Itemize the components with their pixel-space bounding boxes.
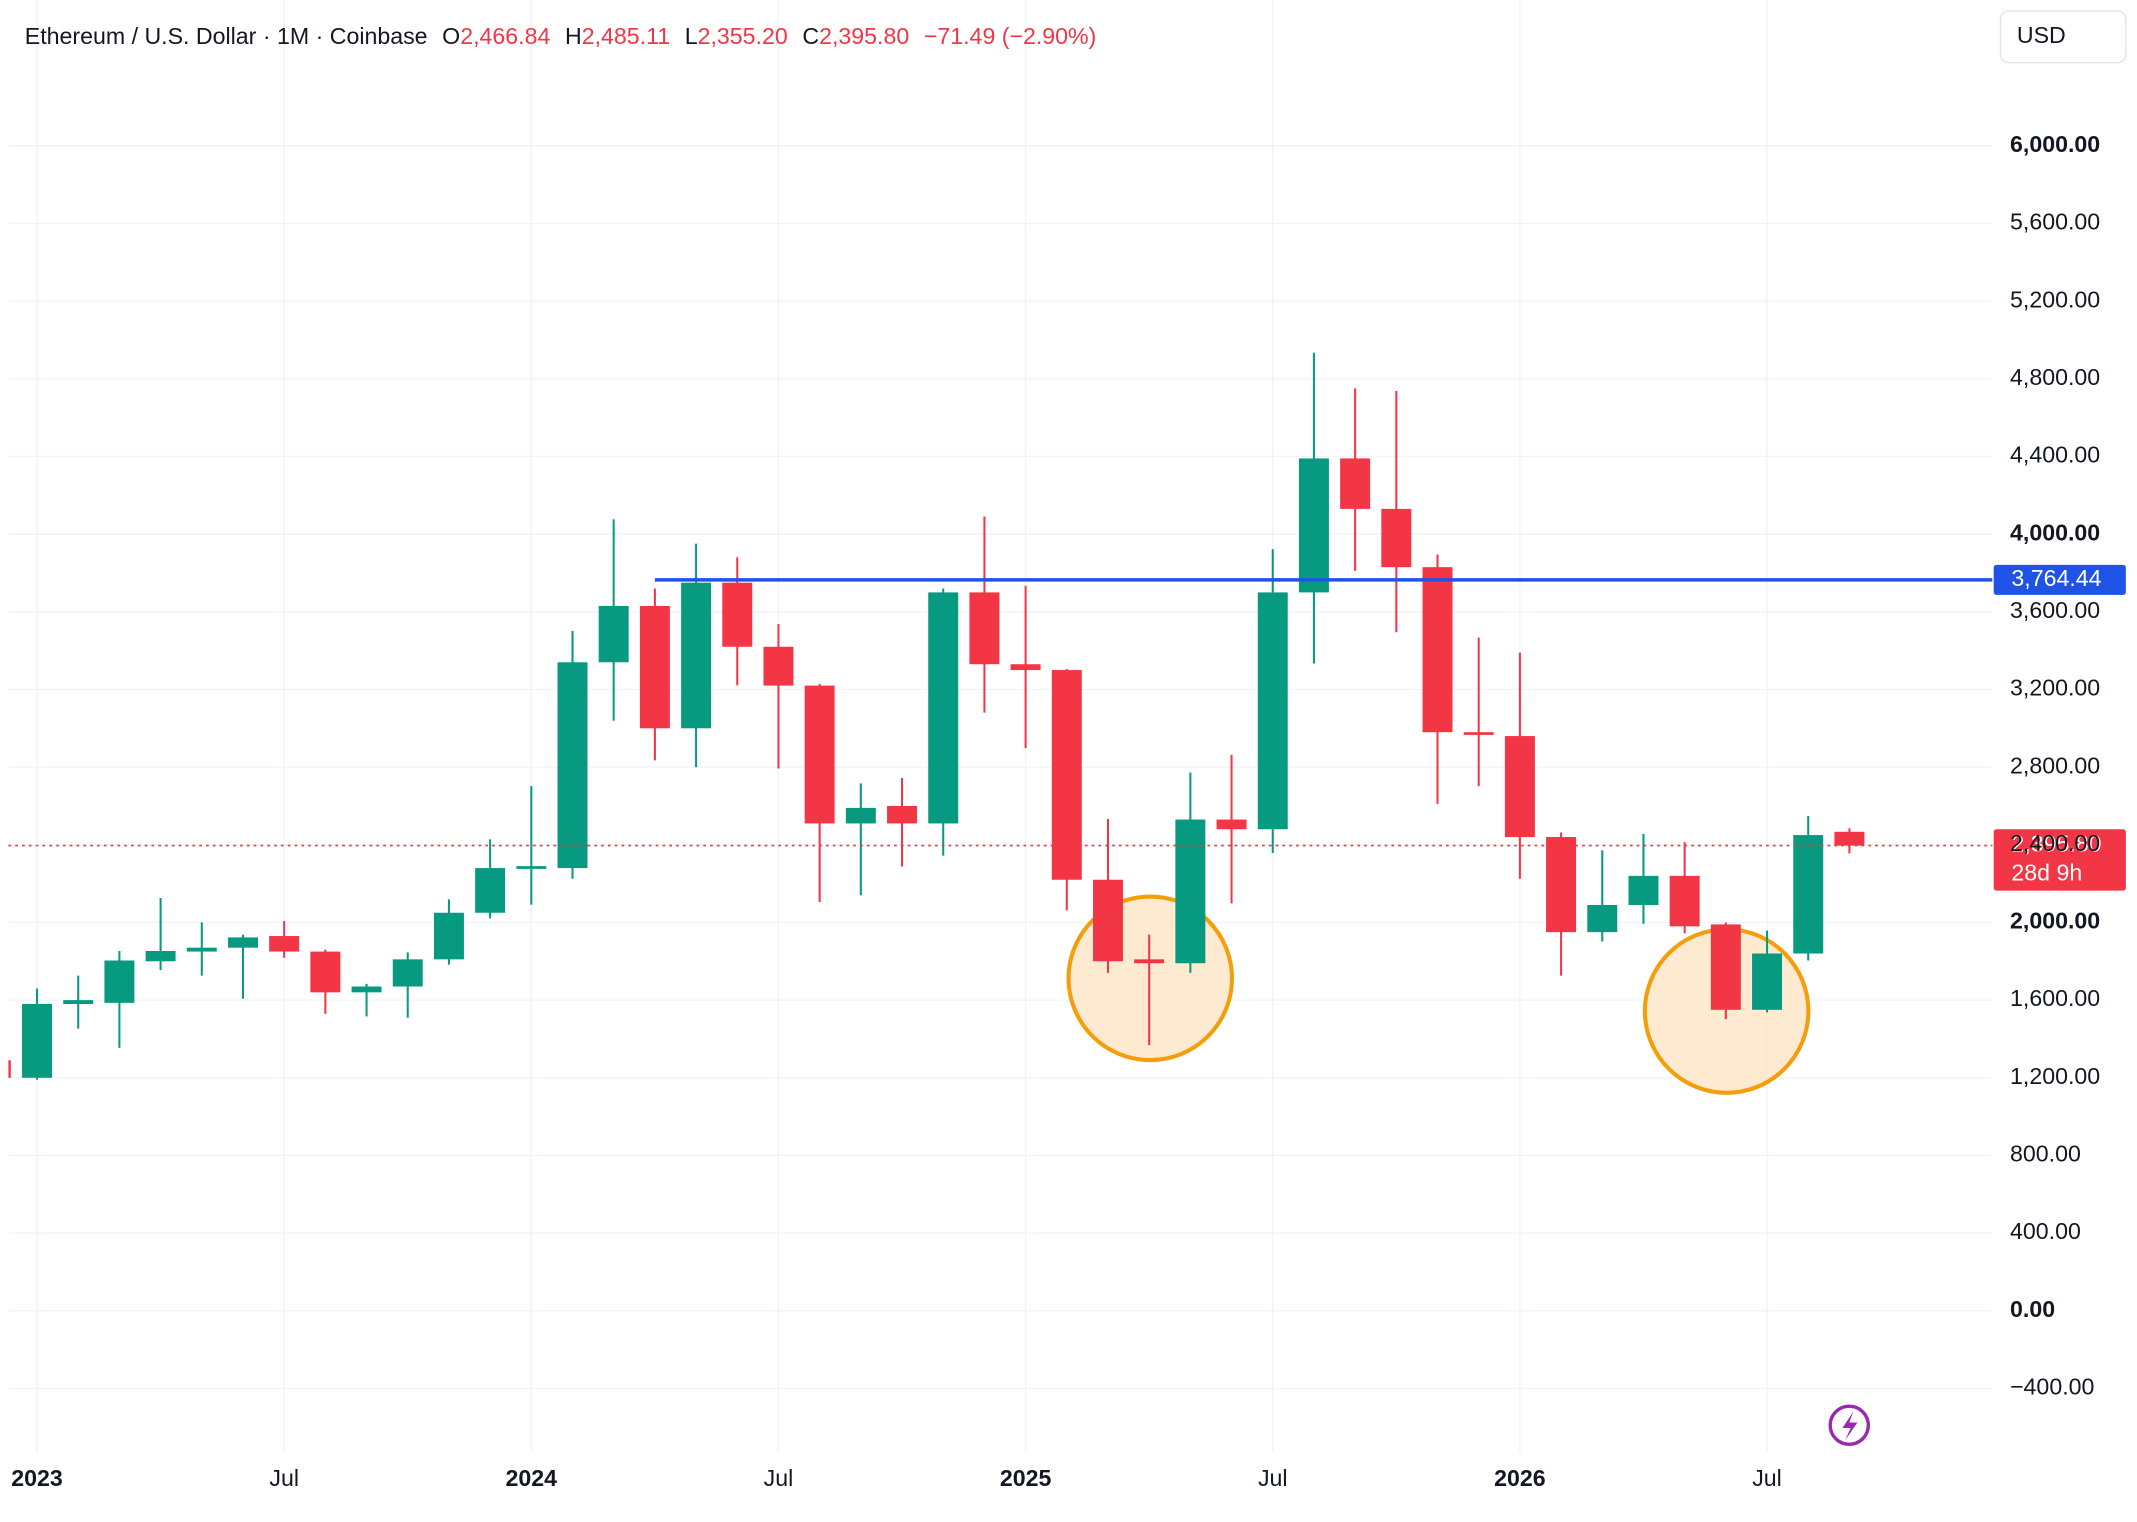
candle-body (104, 960, 135, 1003)
candle-body (1175, 819, 1206, 964)
candle-body (557, 662, 588, 869)
candle-body (1381, 508, 1412, 568)
y-tick-label: 0.00 (2010, 1296, 2055, 1322)
candle-body (1546, 837, 1577, 933)
open-key: O (442, 23, 460, 49)
candle-body (1793, 835, 1824, 954)
y-tick-label: 4,000.00 (2010, 519, 2100, 545)
y-tick-label: 400.00 (2010, 1218, 2081, 1244)
candle-body (433, 912, 464, 960)
low: 2,355.20 (698, 23, 788, 49)
candle-body (722, 582, 753, 647)
candle-body (145, 950, 176, 962)
y-tick-label: 2,400.00 (2010, 830, 2100, 856)
change: −71.49 (−2.90%) (924, 23, 1097, 49)
candle-body (1463, 732, 1494, 735)
candle-body (1628, 875, 1659, 905)
candle-body (310, 951, 341, 993)
candle-body (598, 605, 629, 663)
legend-header: Ethereum / U.S. Dollar · 1M · Coinbase O… (25, 23, 1097, 49)
x-tick-label: 2023 (11, 1465, 63, 1491)
y-tick-label: 2,000.00 (2010, 908, 2100, 934)
candle-body (763, 646, 794, 686)
candle-body (227, 937, 258, 948)
x-tick-label: Jul (1752, 1465, 1782, 1491)
candle-body (845, 807, 876, 824)
candle-body (392, 959, 423, 987)
candle-body (681, 582, 712, 729)
candle-body (269, 936, 300, 952)
symbol: Ethereum / U.S. Dollar · 1M · Coinbase (25, 23, 428, 49)
y-tick-label: 800.00 (2010, 1141, 2081, 1167)
close: 2,395.80 (819, 23, 909, 49)
candle-body (1134, 959, 1165, 964)
candle-body (804, 685, 835, 824)
y-tick-label: 1,600.00 (2010, 985, 2100, 1011)
candle-body (887, 805, 918, 824)
high-key: H (565, 23, 582, 49)
candle-body (1669, 875, 1700, 927)
candle-body (1298, 458, 1329, 593)
candle-body (1010, 664, 1041, 671)
y-tick-label: 3,600.00 (2010, 597, 2100, 623)
close-key: C (802, 23, 819, 49)
level-label: 3,764.44 (2011, 565, 2101, 591)
x-tick-label: Jul (1258, 1465, 1288, 1491)
candle-body (1257, 592, 1288, 830)
currency-label[interactable]: USD (2017, 22, 2066, 48)
open: 2,466.84 (460, 23, 550, 49)
candle-body (63, 1000, 94, 1004)
y-tick-label: 4,400.00 (2010, 442, 2100, 468)
last-price-label: 2,395.80 (2011, 831, 2101, 857)
assistant-icon[interactable] (1828, 1404, 1871, 1447)
candle-body (1340, 458, 1371, 509)
candle-body (516, 866, 547, 869)
y-tick-label: −400.00 (2010, 1374, 2094, 1400)
candle-body (928, 592, 959, 824)
candle-body (1422, 567, 1453, 733)
x-tick-label: Jul (269, 1465, 299, 1491)
candle-body (22, 1003, 53, 1078)
y-tick-label: 5,200.00 (2010, 286, 2100, 312)
candle-body (1051, 670, 1082, 880)
candle-body (351, 986, 382, 993)
candle-body (1587, 904, 1618, 933)
y-tick-label: 4,800.00 (2010, 364, 2100, 390)
y-tick-label: 1,200.00 (2010, 1063, 2100, 1089)
countdown-label: 28d 9h (2011, 859, 2082, 885)
x-tick-label: 2026 (1494, 1465, 1546, 1491)
candle-body (1092, 879, 1123, 962)
candle-body (475, 868, 506, 913)
y-tick-label: 6,000.00 (2010, 131, 2100, 157)
candle-body (969, 592, 1000, 665)
grid (8, 0, 1993, 1453)
candle-body (1752, 953, 1783, 1010)
currency-button[interactable] (1999, 10, 2127, 64)
candle-body (1834, 831, 1865, 846)
candle-body (1216, 819, 1247, 830)
low-key: L (685, 23, 698, 49)
x-tick-label: 2024 (506, 1465, 558, 1491)
x-tick-label: 2025 (1000, 1465, 1052, 1491)
candle-body (639, 605, 670, 729)
x-tick-label: Jul (764, 1465, 794, 1491)
candle-body (1504, 736, 1535, 838)
candle-body (1710, 924, 1741, 1010)
y-tick-label: 5,600.00 (2010, 209, 2100, 235)
candle-body (186, 947, 217, 952)
y-tick-label: 2,800.00 (2010, 752, 2100, 778)
last-price-box (1993, 829, 2126, 891)
high: 2,485.11 (582, 23, 670, 49)
candles (8, 352, 1865, 1080)
y-tick-label: 3,200.00 (2010, 675, 2100, 701)
candle-body (8, 1060, 11, 1078)
level-label-box (1993, 564, 2126, 595)
